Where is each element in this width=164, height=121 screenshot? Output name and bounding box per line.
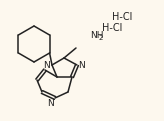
Text: N: N [78, 60, 85, 69]
Text: H-Cl: H-Cl [112, 12, 132, 22]
Text: 2: 2 [99, 35, 103, 41]
Text: H-Cl: H-Cl [102, 23, 122, 33]
Text: N: N [43, 60, 50, 69]
Text: N: N [47, 99, 54, 108]
Text: NH: NH [90, 31, 103, 41]
